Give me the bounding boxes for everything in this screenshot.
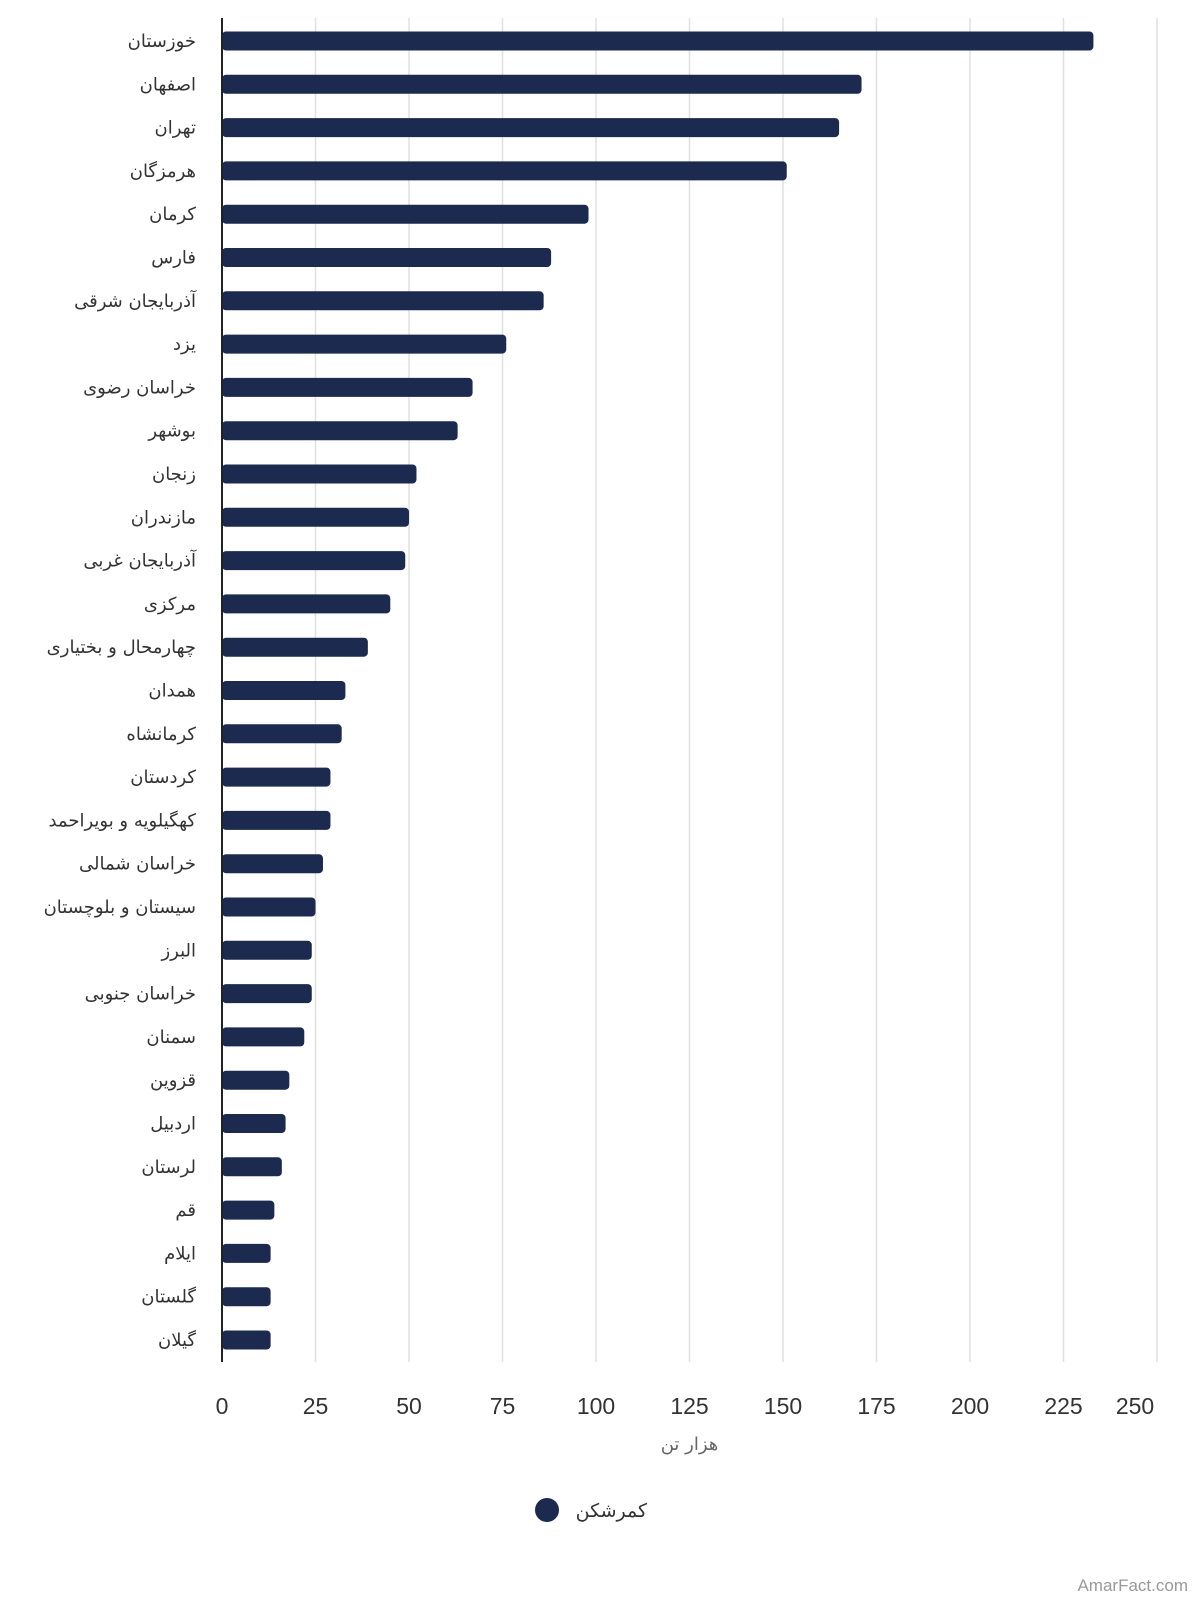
bar[interactable]	[222, 637, 368, 657]
bar[interactable]	[222, 118, 840, 138]
category-label: همدان	[148, 681, 196, 702]
category-labels: خوزستان اصفهان تهران هرمزگان کرمان فارس آذربای…	[44, 31, 197, 1351]
category-label: ایلام	[164, 1243, 196, 1264]
category-label: فارس	[151, 248, 196, 269]
category-label: خراسان جنوبی	[85, 984, 196, 1005]
bar[interactable]	[222, 1200, 275, 1220]
x-tick-label: 250	[1116, 1393, 1154, 1419]
bar[interactable]	[222, 464, 417, 484]
bar[interactable]	[222, 897, 316, 917]
bar[interactable]	[222, 984, 312, 1004]
category-label: مرکزی	[144, 594, 196, 615]
category-label: قزوین	[150, 1070, 196, 1091]
category-label: بوشهر	[147, 421, 196, 442]
legend-label: کمرشکن	[576, 1500, 648, 1522]
bar[interactable]	[222, 940, 312, 960]
category-label: کرمانشاه	[126, 724, 196, 745]
x-tick-label: 0	[216, 1393, 229, 1419]
bar[interactable]	[222, 377, 473, 397]
category-label: خراسان شمالی	[79, 854, 196, 875]
bar[interactable]	[222, 767, 331, 787]
x-tick-label: 200	[951, 1393, 989, 1419]
bar[interactable]	[222, 724, 342, 744]
bar[interactable]	[222, 854, 323, 874]
x-tick-label: 150	[764, 1393, 802, 1419]
bar[interactable]	[222, 1287, 271, 1307]
bar[interactable]	[222, 204, 589, 224]
category-label: زنجان	[152, 464, 196, 485]
x-tick-labels: 0 25 50 75 100 125 150 175 200 225 250	[216, 1393, 1155, 1419]
category-label: گیلان	[158, 1329, 196, 1351]
bar[interactable]	[222, 810, 331, 830]
category-label: کرمان	[149, 204, 196, 225]
bar[interactable]	[222, 248, 552, 267]
bars	[222, 31, 1094, 1350]
category-label: سیستان و بلوچستان	[44, 897, 196, 918]
category-label: گلستان	[141, 1286, 196, 1308]
bar[interactable]	[222, 1243, 271, 1263]
x-axis-title: هزار تن	[661, 1434, 719, 1455]
bar[interactable]	[222, 681, 346, 700]
bar[interactable]	[222, 1114, 286, 1133]
category-label: اصفهان	[140, 74, 196, 95]
bar[interactable]	[222, 1070, 290, 1090]
x-tick-label: 25	[303, 1393, 329, 1419]
bar[interactable]	[222, 74, 862, 94]
x-tick-label: 125	[670, 1393, 708, 1419]
x-tick-label: 50	[396, 1393, 422, 1419]
grid-lines	[314, 18, 1158, 1362]
bar[interactable]	[222, 507, 409, 527]
bar[interactable]	[222, 161, 787, 181]
category-label: مازندران	[131, 507, 196, 528]
bar[interactable]	[222, 334, 507, 354]
bar[interactable]	[222, 421, 458, 441]
bar[interactable]	[222, 31, 1094, 51]
category-label: یزد	[173, 334, 196, 355]
category-label: آذربایجان غربی	[83, 549, 197, 572]
bar[interactable]	[222, 1157, 282, 1177]
bar[interactable]	[222, 1027, 305, 1047]
category-label: هرمزگان	[130, 160, 196, 182]
x-tick-label: 225	[1044, 1393, 1082, 1419]
category-label: تهران	[155, 118, 196, 139]
bar[interactable]	[222, 594, 391, 614]
x-tick-label: 100	[577, 1393, 615, 1419]
category-label: کهگیلویه و بویراحمد	[48, 809, 196, 831]
category-label: البرز	[160, 940, 196, 961]
category-label: خوزستان	[128, 31, 196, 52]
bar[interactable]	[222, 1330, 271, 1350]
category-label: سمنان	[146, 1027, 196, 1048]
legend[interactable]: کمرشکن	[535, 1498, 648, 1522]
watermark: AmarFact.com	[1077, 1576, 1188, 1595]
legend-marker	[535, 1498, 559, 1522]
category-label: چهارمحال و بختیاری	[47, 637, 196, 658]
category-label: لرستان	[141, 1157, 196, 1178]
category-label: کردستان	[130, 767, 196, 788]
category-label: آذربایجان شرقی	[74, 289, 197, 312]
bar[interactable]	[222, 291, 544, 311]
category-label: اردبیل	[150, 1114, 196, 1135]
x-tick-label: 75	[490, 1393, 516, 1419]
bar[interactable]	[222, 551, 406, 571]
category-label: قم	[175, 1200, 196, 1221]
x-tick-label: 175	[857, 1393, 895, 1419]
category-label: خراسان رضوی	[83, 377, 196, 398]
